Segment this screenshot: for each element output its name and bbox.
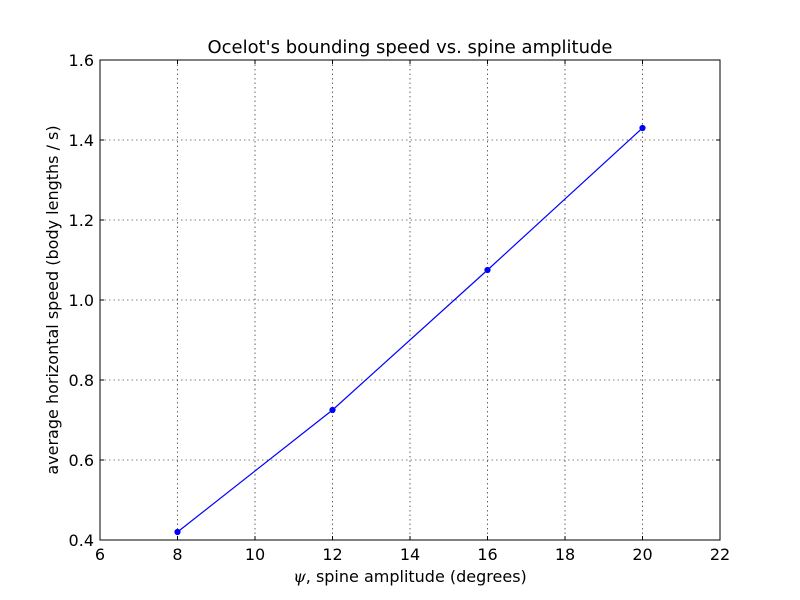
y-axis-label: average horizontal speed (body lengths /… <box>43 125 62 474</box>
x-tick-label: 22 <box>710 545 730 564</box>
x-axis-label-symbol: ψ <box>293 567 306 586</box>
data-point <box>639 124 646 132</box>
plot-frame <box>99 59 721 541</box>
y-tick-label: 1.6 <box>69 51 94 70</box>
y-tick-label: 1.0 <box>69 291 94 310</box>
grid <box>100 60 720 540</box>
x-axis-label-text: , spine amplitude (degrees) <box>306 567 527 586</box>
x-tick-label: 12 <box>322 545 342 564</box>
chart-title: Ocelot's bounding speed vs. spine amplit… <box>207 37 612 58</box>
y-tick-label: 0.8 <box>69 371 94 390</box>
series-line <box>177 127 643 533</box>
y-tick-label: 0.4 <box>69 531 94 550</box>
x-tick-label: 18 <box>555 545 575 564</box>
y-tick-label: 1.4 <box>69 131 94 150</box>
data-point <box>174 528 181 536</box>
x-tick-label: 8 <box>172 545 182 564</box>
series-layer <box>174 124 646 536</box>
y-tick-label: 1.2 <box>69 211 94 230</box>
x-tick-label: 20 <box>632 545 652 564</box>
data-point <box>484 266 491 274</box>
x-tick-label: 16 <box>477 545 497 564</box>
x-tick-label: 14 <box>400 545 420 564</box>
x-axis-label: ψ, spine amplitude (degrees) <box>293 567 527 586</box>
data-point <box>329 406 336 414</box>
x-tick-label: 6 <box>95 545 105 564</box>
x-tick-label: 10 <box>245 545 265 564</box>
y-tick-label: 0.6 <box>69 451 94 470</box>
